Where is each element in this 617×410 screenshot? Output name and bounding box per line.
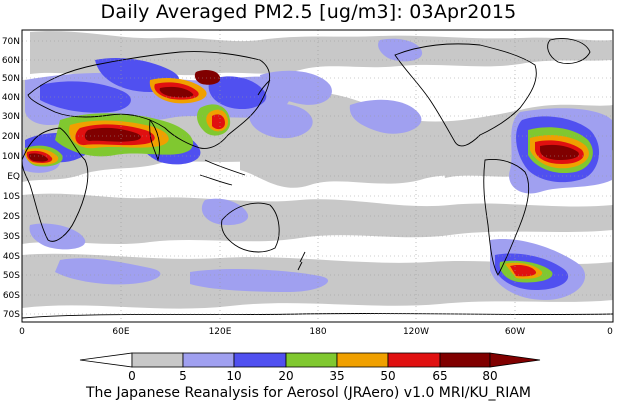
colorbar-label: 5 <box>179 369 187 383</box>
lon-label: 120W <box>403 327 429 337</box>
colorbar-label: 0 <box>128 369 136 383</box>
lat-label: 50N <box>2 74 20 84</box>
latitude-labels: 70N 60N 50N 40N 30N 20N 10N EQ 10S 20S 3… <box>2 37 20 320</box>
map-title: Daily Averaged PM2.5 [ug/m3]: 03Apr2015 <box>100 1 517 23</box>
colorbar-label: 50 <box>380 369 395 383</box>
lat-label: 60S <box>3 291 20 301</box>
colorbar-upper-arrow <box>489 352 541 368</box>
colorbar-segment <box>182 352 235 368</box>
colorbar-segment <box>233 352 287 368</box>
lat-label: 20S <box>3 212 20 222</box>
lat-label: 10S <box>3 192 20 202</box>
lon-label: 60E <box>112 327 129 337</box>
lon-label: 180 <box>309 327 326 337</box>
lat-label: 40S <box>3 252 20 262</box>
colorbar-label: 65 <box>432 369 447 383</box>
colorbar-segment <box>131 352 184 368</box>
lat-label: 70N <box>2 37 20 47</box>
colorbar-segment <box>336 352 389 368</box>
lon-label: 0 <box>19 327 25 337</box>
colorbar-label: 20 <box>278 369 293 383</box>
colorbar-segment <box>439 352 491 368</box>
colorbar-label: 80 <box>482 369 497 383</box>
lat-label: 30S <box>3 232 20 242</box>
colorbar-labels: 0 5 10 20 35 50 65 80 <box>128 369 497 383</box>
coastlines <box>22 38 613 319</box>
lon-label: 120E <box>209 327 232 337</box>
pm25-field <box>22 31 613 309</box>
colorbar-label: 10 <box>226 369 241 383</box>
colorbar-segment <box>387 352 441 368</box>
lat-label: 20N <box>2 132 20 142</box>
pm25-level-80-plus <box>28 69 579 162</box>
colorbar-segment <box>285 352 338 368</box>
colorbar: 0 5 10 20 35 50 65 80 <box>79 352 541 383</box>
lat-label: 40N <box>2 93 20 103</box>
lat-label: 10N <box>2 152 20 162</box>
longitude-labels: 0 60E 120E 180 120W 60W 0 <box>19 327 613 337</box>
map-gridlines <box>22 30 613 322</box>
colorbar-label: 35 <box>329 369 344 383</box>
lat-label: 50S <box>3 271 20 281</box>
lat-label: 70S <box>3 310 20 320</box>
lat-label: 60N <box>2 56 20 66</box>
footer-credit: The Japanese Reanalysis for Aerosol (JRA… <box>85 385 532 401</box>
map-frame <box>21 29 614 323</box>
lat-label: 30N <box>2 112 20 122</box>
lon-label: 0 <box>607 327 613 337</box>
colorbar-lower-arrow <box>79 352 133 368</box>
lat-label: EQ <box>7 172 20 182</box>
lon-label: 60W <box>505 327 525 337</box>
